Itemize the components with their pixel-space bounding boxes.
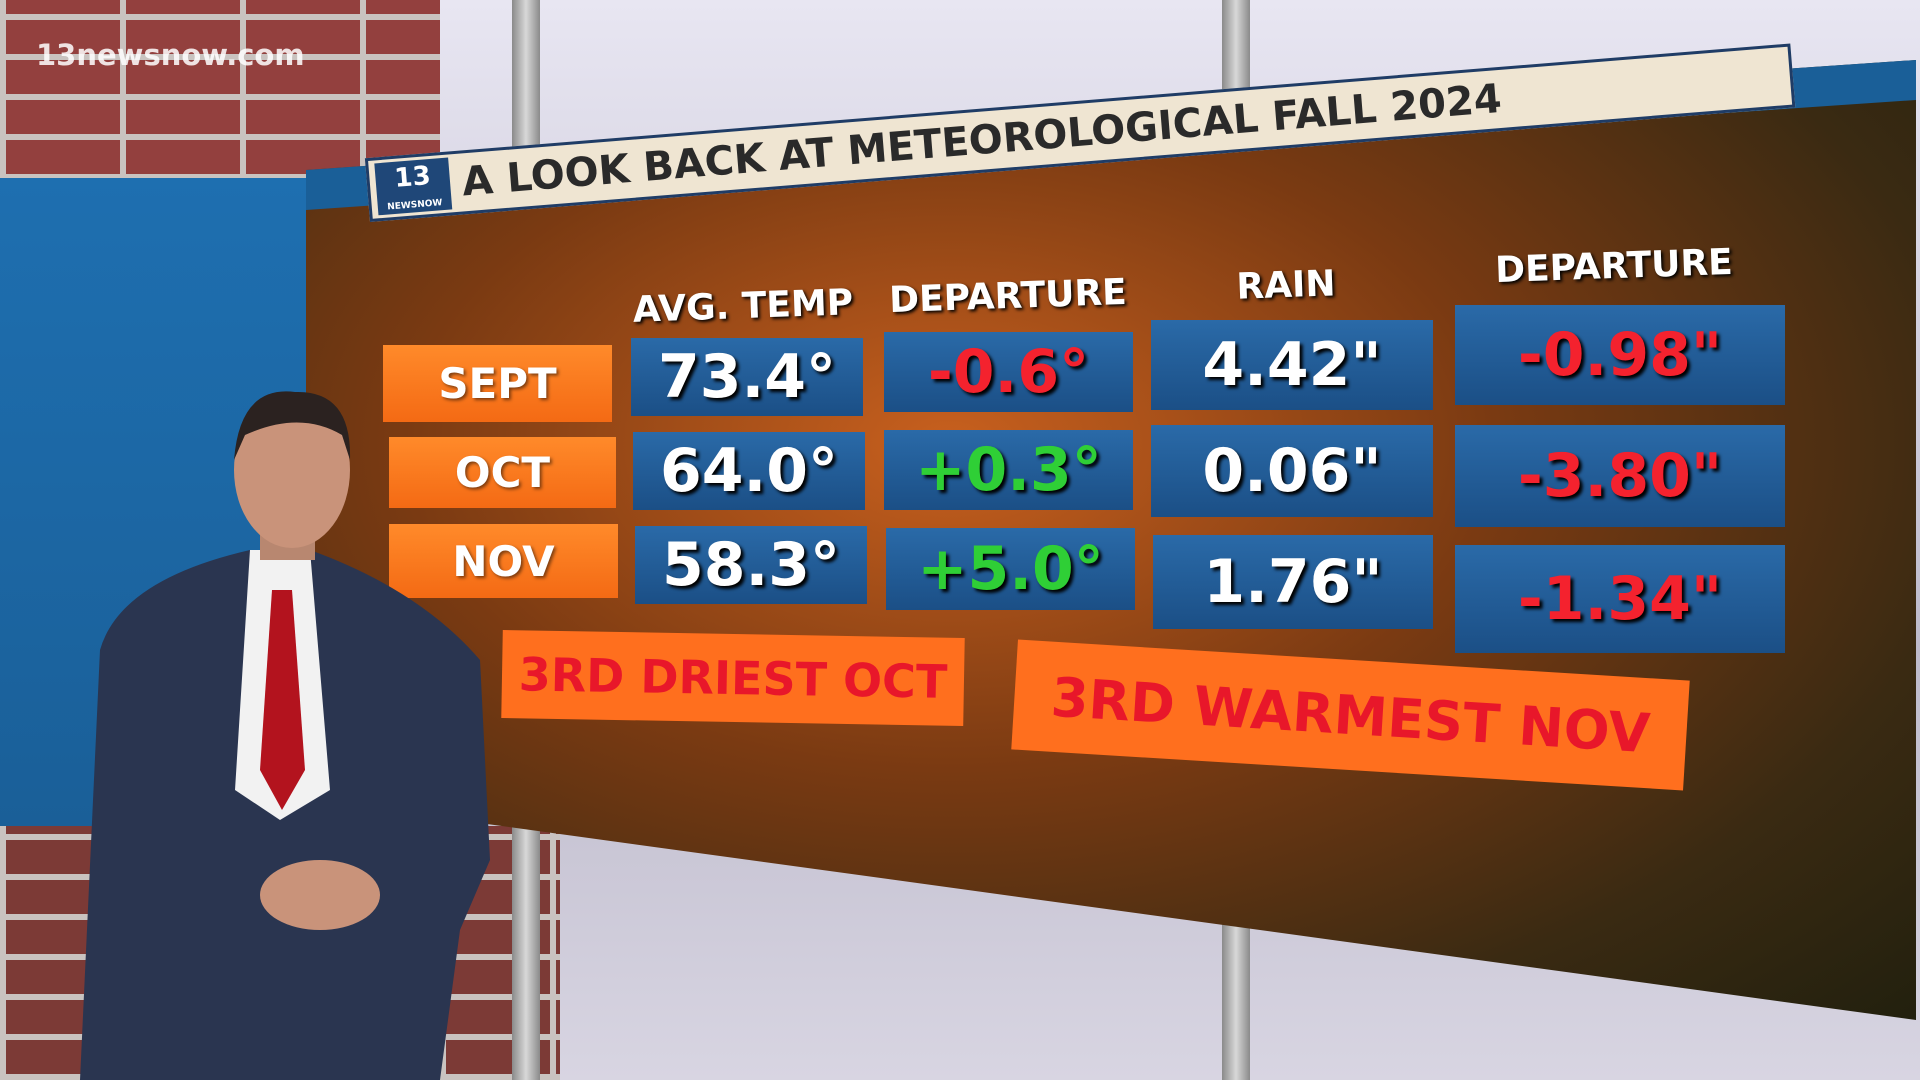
- temp-departure-sept: -0.6°: [884, 332, 1133, 412]
- avg-temp-nov: 58.3°: [635, 526, 867, 604]
- rain-nov: 1.76": [1153, 535, 1433, 629]
- avg-temp-oct: 64.0°: [633, 432, 865, 510]
- presenter: [80, 391, 490, 1080]
- avg-temp-sept: 73.4°: [631, 338, 863, 416]
- month-label-sept: SEPT: [383, 345, 612, 422]
- header-rain-departure: DEPARTURE: [1494, 241, 1734, 292]
- rain-sept: 4.42": [1151, 320, 1433, 410]
- header-rain: RAIN: [1235, 263, 1337, 308]
- rain-departure-sept: -0.98": [1455, 305, 1785, 405]
- month-label-oct: OCT: [389, 437, 616, 508]
- station-logo: 13 NEWSNOW: [374, 157, 453, 216]
- header-avg-temp: AVG. TEMP: [632, 282, 854, 331]
- temp-departure-oct: +0.3°: [884, 430, 1133, 510]
- banner-driest-oct: 3RD DRIEST OCT: [501, 629, 965, 727]
- temp-departure-nov: +5.0°: [886, 528, 1135, 610]
- header-temp-departure: DEPARTURE: [888, 271, 1128, 322]
- rain-oct: 0.06": [1151, 425, 1433, 517]
- watermark: 13newsnow.com: [36, 38, 305, 72]
- month-label-nov: NOV: [389, 524, 618, 598]
- rain-departure-oct: -3.80": [1455, 425, 1785, 527]
- brick-wall: [0, 0, 440, 180]
- rain-departure-nov: -1.34": [1455, 545, 1785, 653]
